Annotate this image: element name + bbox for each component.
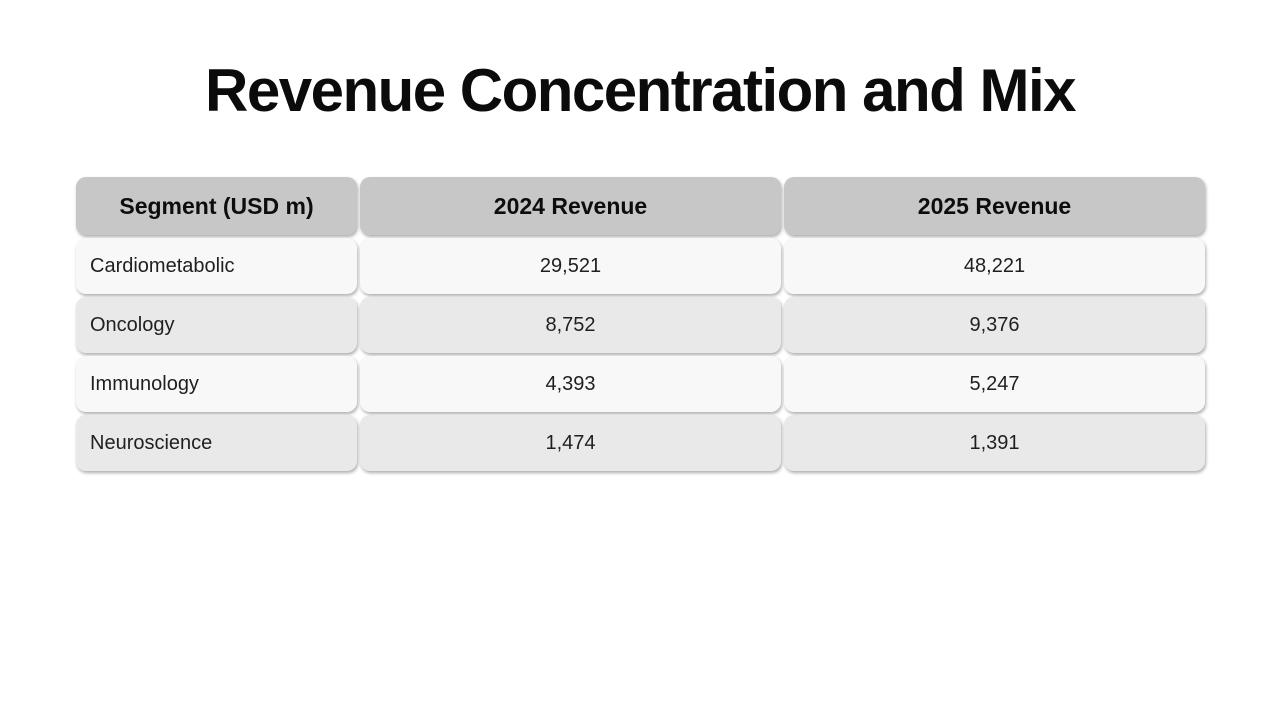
revenue-2024-cell: 1,474 <box>360 415 781 471</box>
revenue-2025-cell: 5,247 <box>784 356 1205 412</box>
revenue-table: Segment (USD m) 2024 Revenue 2025 Revenu… <box>76 177 1205 471</box>
header-cell-segment: Segment (USD m) <box>76 177 357 235</box>
segment-cell: Oncology <box>76 297 357 353</box>
segment-cell: Immunology <box>76 356 357 412</box>
revenue-2024-cell: 8,752 <box>360 297 781 353</box>
revenue-2025-cell: 9,376 <box>784 297 1205 353</box>
segment-cell: Cardiometabolic <box>76 238 357 294</box>
revenue-2024-cell: 29,521 <box>360 238 781 294</box>
revenue-2025-cell: 48,221 <box>784 238 1205 294</box>
header-cell-2024-revenue: 2024 Revenue <box>360 177 781 235</box>
revenue-2024-cell: 4,393 <box>360 356 781 412</box>
header-cell-2025-revenue: 2025 Revenue <box>784 177 1205 235</box>
revenue-2025-cell: 1,391 <box>784 415 1205 471</box>
segment-cell: Neuroscience <box>76 415 357 471</box>
slide-title: Revenue Concentration and Mix <box>205 57 1076 124</box>
